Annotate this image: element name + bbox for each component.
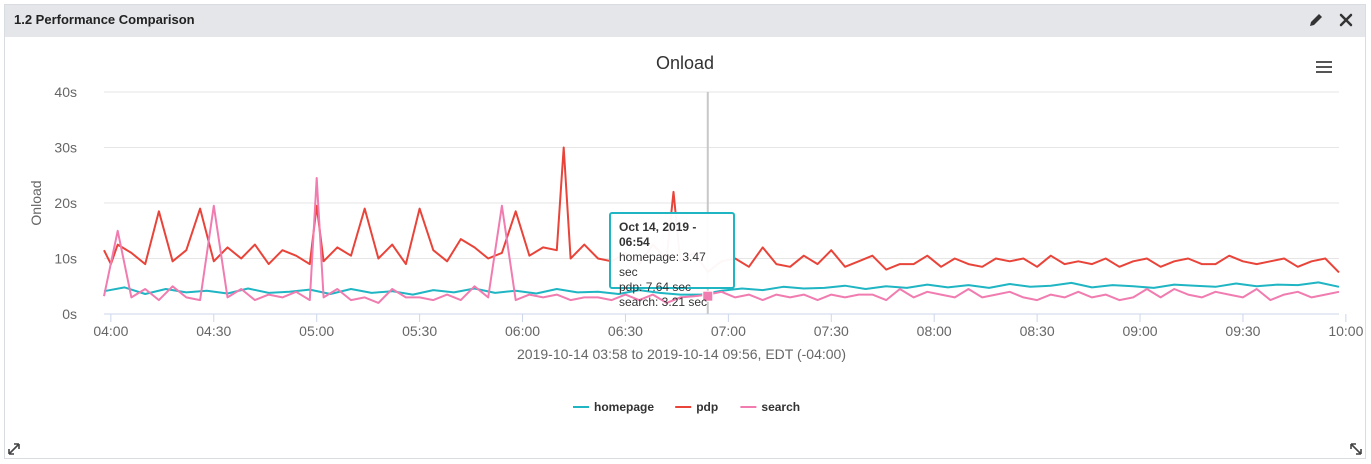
panel-title: 1.2 Performance Comparison	[14, 12, 195, 27]
x-tick-label: 05:30	[402, 323, 437, 339]
y-tick-label: 0s	[62, 306, 77, 322]
legend-item-pdp[interactable]: pdp	[696, 400, 718, 414]
y-tick-label: 30s	[54, 140, 77, 156]
x-tick-label: 09:30	[1225, 323, 1260, 339]
tooltip-line: pdp: 7.64 sec	[619, 280, 692, 294]
legend-item-search[interactable]: search	[761, 400, 800, 414]
tooltip-line: homepage: 3.47 sec	[619, 250, 706, 279]
x-tick-label: 10:00	[1328, 323, 1363, 339]
tooltip-title: Oct 14, 2019 - 06:54	[619, 220, 697, 249]
pencil-icon[interactable]	[1307, 11, 1325, 29]
x-tick-label: 07:00	[711, 323, 746, 339]
x-tick-label: 08:30	[1020, 323, 1055, 339]
hamburger-menu-icon[interactable]	[1315, 60, 1333, 74]
performance-panel: 1.2 Performance Comparison Onload 0s 10s 20…	[4, 4, 1366, 459]
onload-chart: Onload 0s 10s 20s 30s 40s 04:00 04:30 05:00 05:30…	[28, 53, 1364, 414]
expand-arrows-icon[interactable]	[1350, 443, 1362, 455]
y-tick-label: 10s	[54, 251, 77, 267]
x-tick-label: 06:00	[505, 323, 540, 339]
hover-marker	[702, 290, 714, 302]
legend-item-homepage[interactable]: homepage	[594, 400, 654, 414]
x-tick-label: 07:30	[814, 323, 849, 339]
chart-title: Onload	[656, 53, 714, 73]
series-line-search[interactable]	[103, 177, 1340, 304]
x-tick-label: 06:30	[608, 323, 643, 339]
x-tick-label: 04:30	[196, 323, 231, 339]
x-tick-label: 04:00	[93, 323, 128, 339]
y-axis-label: Onload	[28, 180, 44, 225]
tooltip-line: search: 3.21 sec	[619, 295, 708, 309]
y-tick-label: 40s	[54, 84, 77, 100]
x-tick-label: 05:00	[299, 323, 334, 339]
expand-arrows-icon[interactable]	[8, 443, 20, 455]
x-tick-label: 09:00	[1123, 323, 1158, 339]
x-tick-label: 08:00	[917, 323, 952, 339]
chart-tooltip: Oct 14, 2019 - 06:54 homepage: 3.47 sec …	[609, 212, 735, 309]
close-icon[interactable]	[1337, 11, 1355, 29]
y-tick-label: 20s	[54, 195, 77, 211]
x-axis-label: 2019-10-14 03:58 to 2019-10-14 09:56, ED…	[517, 346, 846, 362]
panel-header: 1.2 Performance Comparison	[5, 5, 1365, 37]
